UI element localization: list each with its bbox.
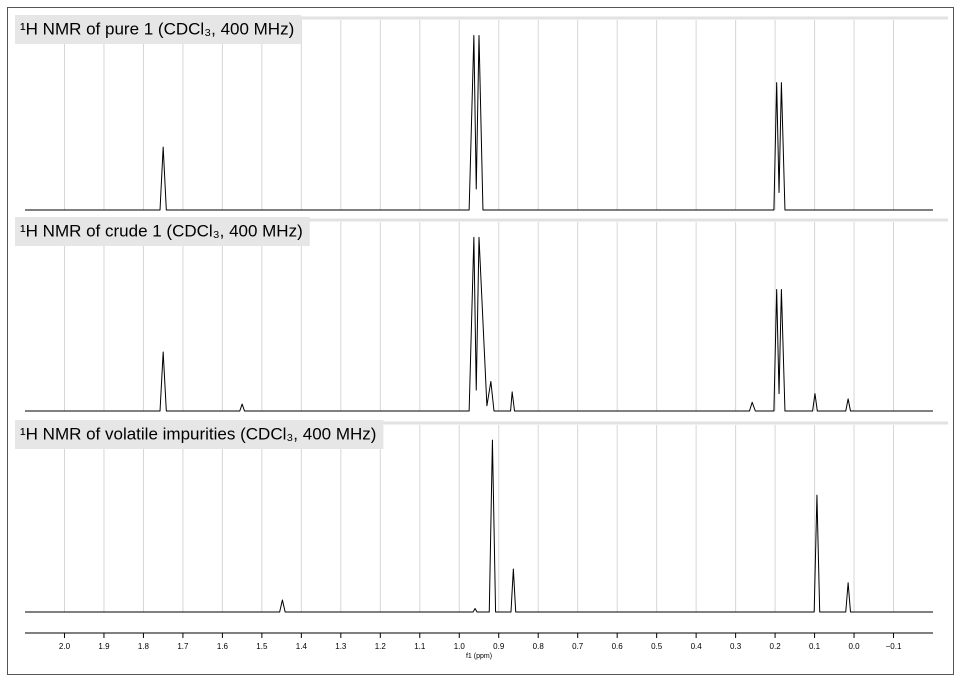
x-tick-label: 1.6	[217, 642, 229, 651]
x-tick-label: 1.9	[98, 642, 110, 651]
x-tick-label: 1.5	[256, 642, 268, 651]
x-tick-label: −0.1	[886, 642, 902, 651]
x-tick-label: 1.3	[335, 642, 347, 651]
x-tick-label: 0.2	[770, 642, 782, 651]
x-tick-label: 0.6	[612, 642, 624, 651]
spectrum-line	[25, 236, 933, 412]
label-box	[15, 15, 302, 44]
panel-title: ¹H NMR of crude 1 (CDCl₃, 400 MHz)	[20, 221, 303, 240]
x-tick-label: 1.2	[375, 642, 387, 651]
x-tick-label: 0.0	[848, 642, 860, 651]
x-axis-label: f1 (ppm)	[466, 653, 492, 660]
x-tick-label: 0.7	[572, 642, 584, 651]
spectrum-line	[25, 439, 933, 613]
x-tick-label: 2.0	[59, 642, 71, 651]
panel-title: ¹H NMR of pure 1 (CDCl₃, 400 MHz)	[20, 19, 294, 38]
x-tick-label: 0.4	[691, 642, 703, 651]
x-tick-label: 0.1	[809, 642, 821, 651]
x-tick-label: 1.8	[138, 642, 150, 651]
x-tick-label: 0.8	[533, 642, 545, 651]
x-tick-label: 0.9	[493, 642, 505, 651]
x-tick-label: 1.1	[414, 642, 426, 651]
x-tick-label: 0.3	[730, 642, 742, 651]
label-box	[15, 420, 384, 449]
label-box	[15, 217, 310, 246]
panel-title: ¹H NMR of volatile impurities (CDCl₃, 40…	[20, 424, 376, 443]
x-tick-label: 0.5	[651, 642, 663, 651]
x-tick-label: 1.4	[296, 642, 308, 651]
x-tick-label: 1.0	[454, 642, 466, 651]
spectrum-line	[25, 34, 933, 211]
x-tick-label: 1.7	[177, 642, 189, 651]
